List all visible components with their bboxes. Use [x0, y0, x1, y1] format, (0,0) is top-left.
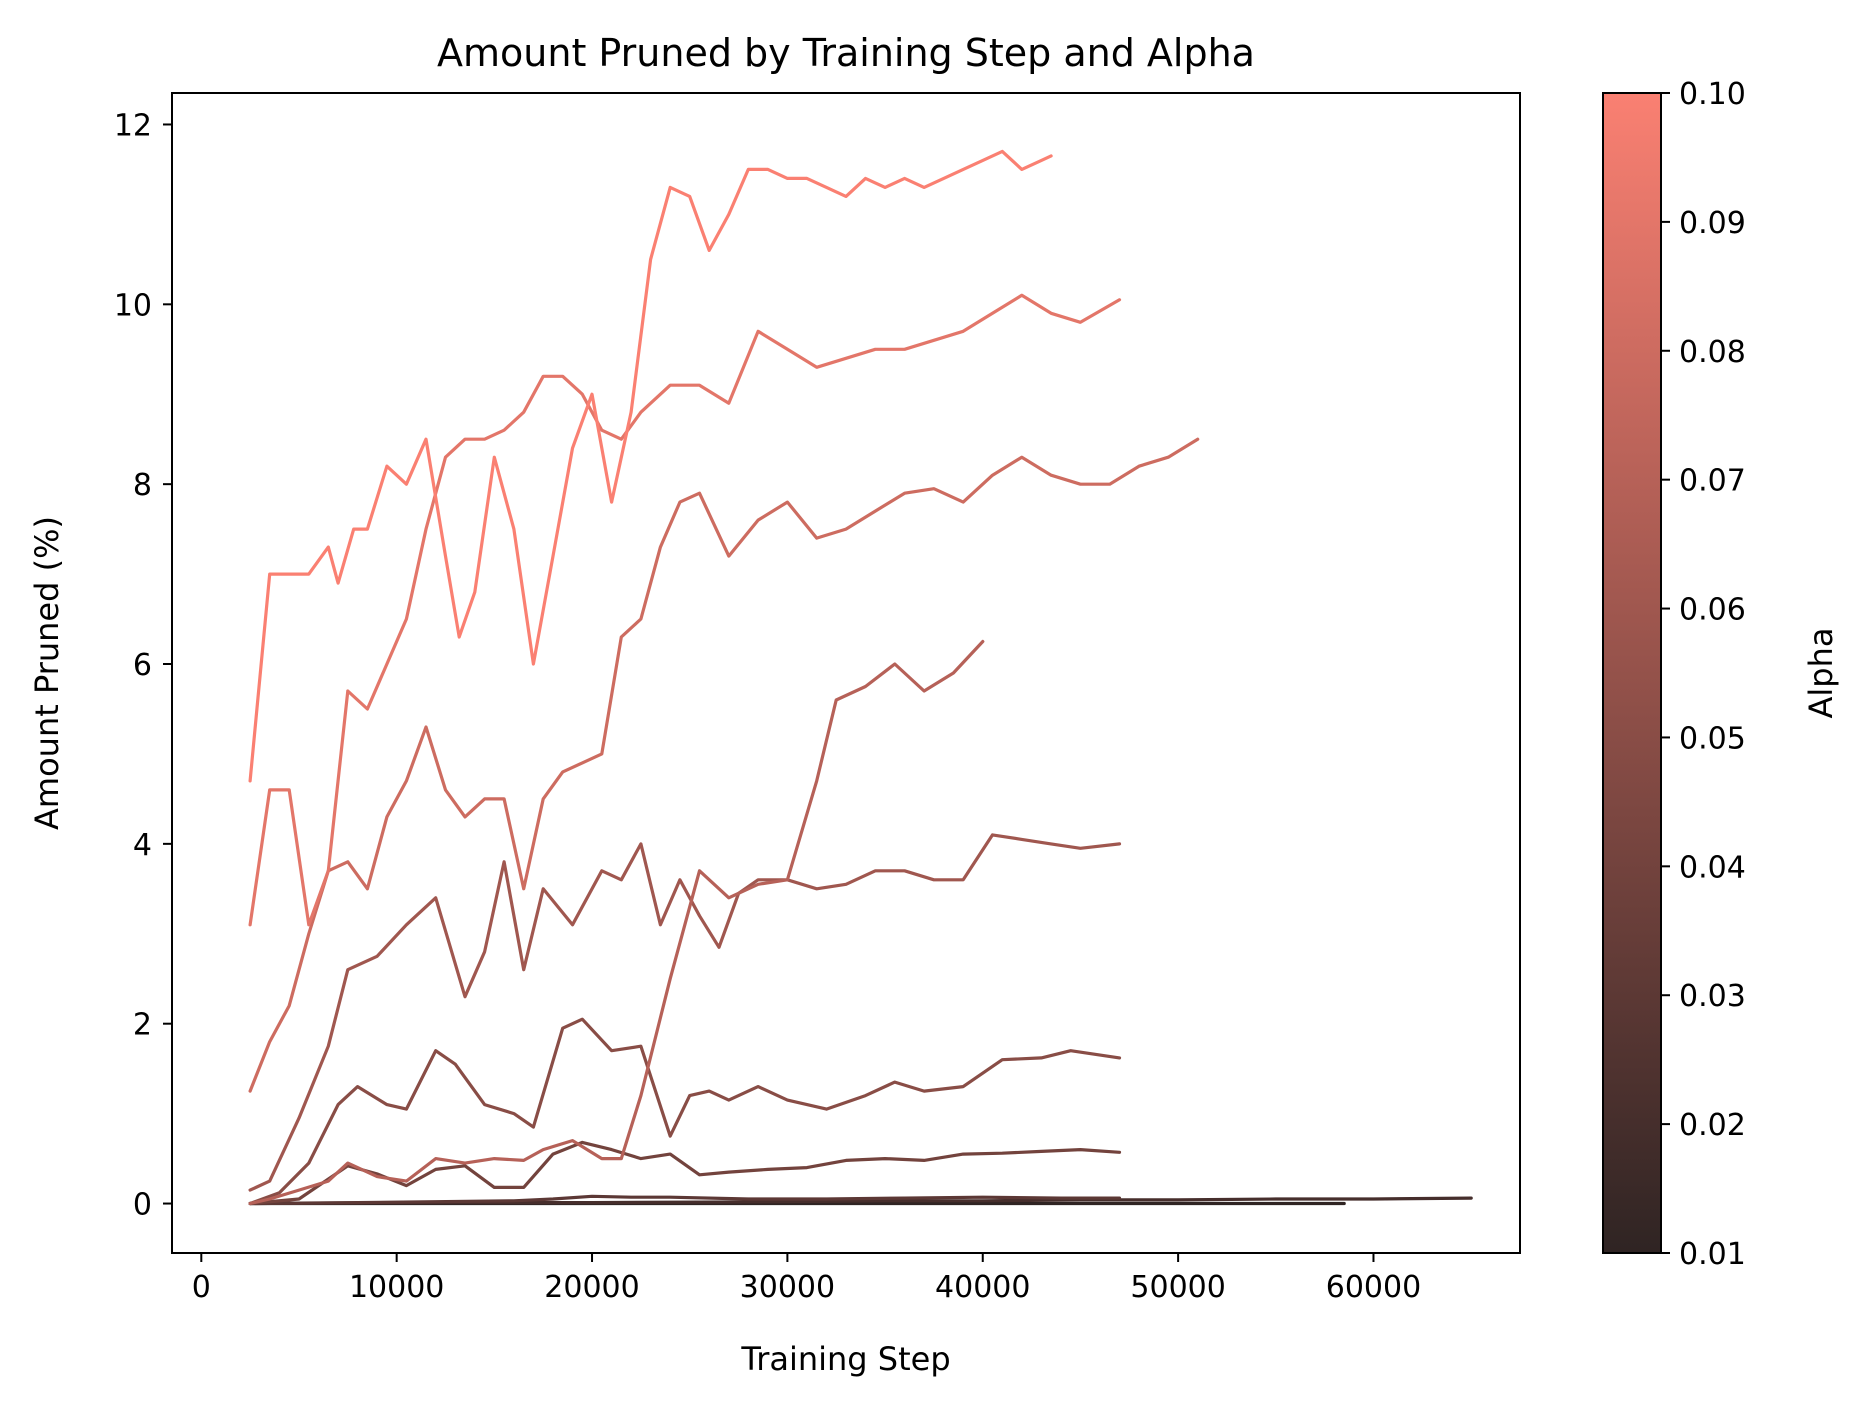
x-tick-label: 60000 — [1326, 1270, 1421, 1305]
x-tick-label: 40000 — [935, 1270, 1030, 1305]
y-axis: 0 2 4 6 8 10 12 — [114, 108, 172, 1223]
colorbar-tick-label: 0.06 — [1679, 593, 1746, 628]
series-line-alpha-0-02 — [248, 1196, 1473, 1206]
series-layer — [248, 149, 1473, 1206]
y-tick-label: 0 — [133, 1188, 152, 1223]
colorbar-tick-label: 0.02 — [1679, 1108, 1746, 1143]
x-tick-label: 10000 — [349, 1270, 444, 1305]
colorbar-ticks: 0.01 0.02 0.03 0.04 0.05 0.06 0.07 0.08 0.09 0.10 — [1661, 77, 1746, 1272]
x-tick-label: 0 — [192, 1270, 211, 1305]
x-tick-label: 50000 — [1130, 1270, 1225, 1305]
series-line-alpha-0-09 — [248, 293, 1122, 927]
series-line-alpha-0-06 — [248, 833, 1122, 1192]
series-line-alpha-0-07 — [248, 639, 985, 1206]
colorbar-tick-label: 0.09 — [1679, 206, 1746, 241]
series-line-alpha-0-08 — [248, 437, 1200, 1093]
colorbar-tick-label: 0.01 — [1679, 1237, 1746, 1272]
y-tick-label: 6 — [133, 648, 152, 683]
y-tick-label: 4 — [133, 828, 152, 863]
x-axis: 0 10000 20000 30000 40000 50000 60000 — [192, 1253, 1421, 1305]
colorbar-tick-label: 0.08 — [1679, 335, 1746, 370]
x-axis-label: Training Step — [740, 1340, 950, 1378]
y-tick-label: 10 — [114, 288, 152, 323]
y-tick-label: 2 — [133, 1008, 152, 1043]
colorbar-label: Alpha — [1802, 628, 1840, 719]
colorbar-tick-label: 0.03 — [1679, 979, 1746, 1014]
colorbar — [1602, 92, 1662, 1254]
chart-title: Amount Pruned by Training Step and Alpha — [437, 31, 1255, 75]
y-axis-label: Amount Pruned (%) — [28, 516, 66, 830]
colorbar-tick-label: 0.10 — [1679, 77, 1746, 112]
x-tick-label: 30000 — [740, 1270, 835, 1305]
colorbar-tick-label: 0.04 — [1679, 850, 1746, 885]
series-line-alpha-0-10 — [248, 149, 1053, 783]
series-line-alpha-0-05 — [248, 1017, 1122, 1206]
series-line-alpha-0-04 — [248, 1140, 1122, 1206]
y-tick-label: 8 — [133, 468, 152, 503]
y-tick-label: 12 — [114, 108, 152, 143]
x-tick-label: 20000 — [544, 1270, 639, 1305]
colorbar-tick-label: 0.05 — [1679, 721, 1746, 756]
plot-frame — [171, 92, 1521, 1254]
colorbar-tick-label: 0.07 — [1679, 464, 1746, 499]
series-line-alpha-0-03 — [248, 1194, 1122, 1206]
